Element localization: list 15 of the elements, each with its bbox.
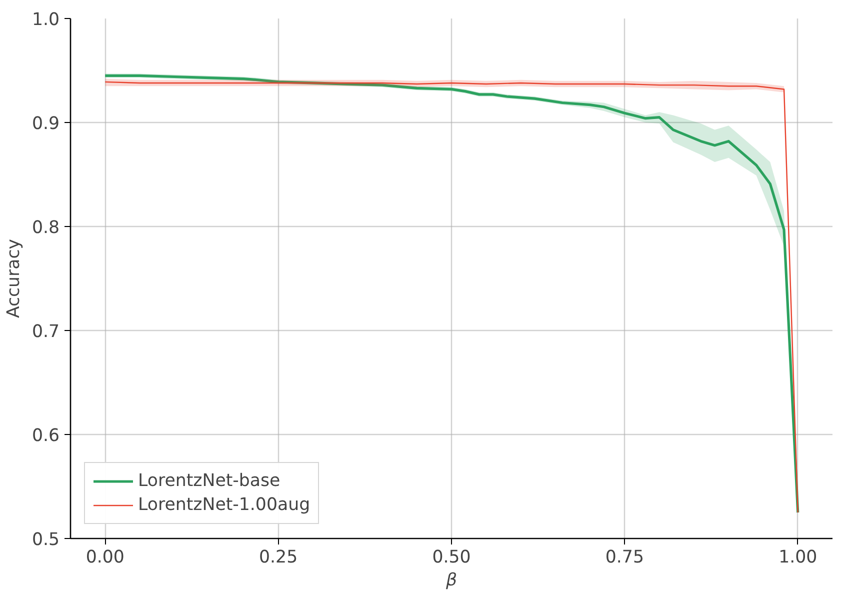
y-tick-label: 0.9 <box>32 114 60 134</box>
legend-label: LorentzNet-1.00aug <box>138 495 310 515</box>
y-tick-label: 0.6 <box>32 426 60 446</box>
x-tick-label: 1.00 <box>778 548 818 568</box>
y-tick-label: 0.5 <box>32 530 60 550</box>
y-tick-label: 0.7 <box>32 322 60 342</box>
y-axis-title: Accuracy <box>4 238 24 318</box>
legend-label: LorentzNet-base <box>138 471 280 491</box>
y-tick-label: 1.0 <box>32 10 60 30</box>
x-tick-label: 0.00 <box>86 548 124 568</box>
y-tick-label: 0.8 <box>32 218 60 238</box>
x-tick-label: 0.50 <box>432 548 471 568</box>
x-tick-label: 0.25 <box>259 548 298 568</box>
x-tick-label: 0.75 <box>605 548 644 568</box>
x-axis-title: β <box>444 570 458 590</box>
